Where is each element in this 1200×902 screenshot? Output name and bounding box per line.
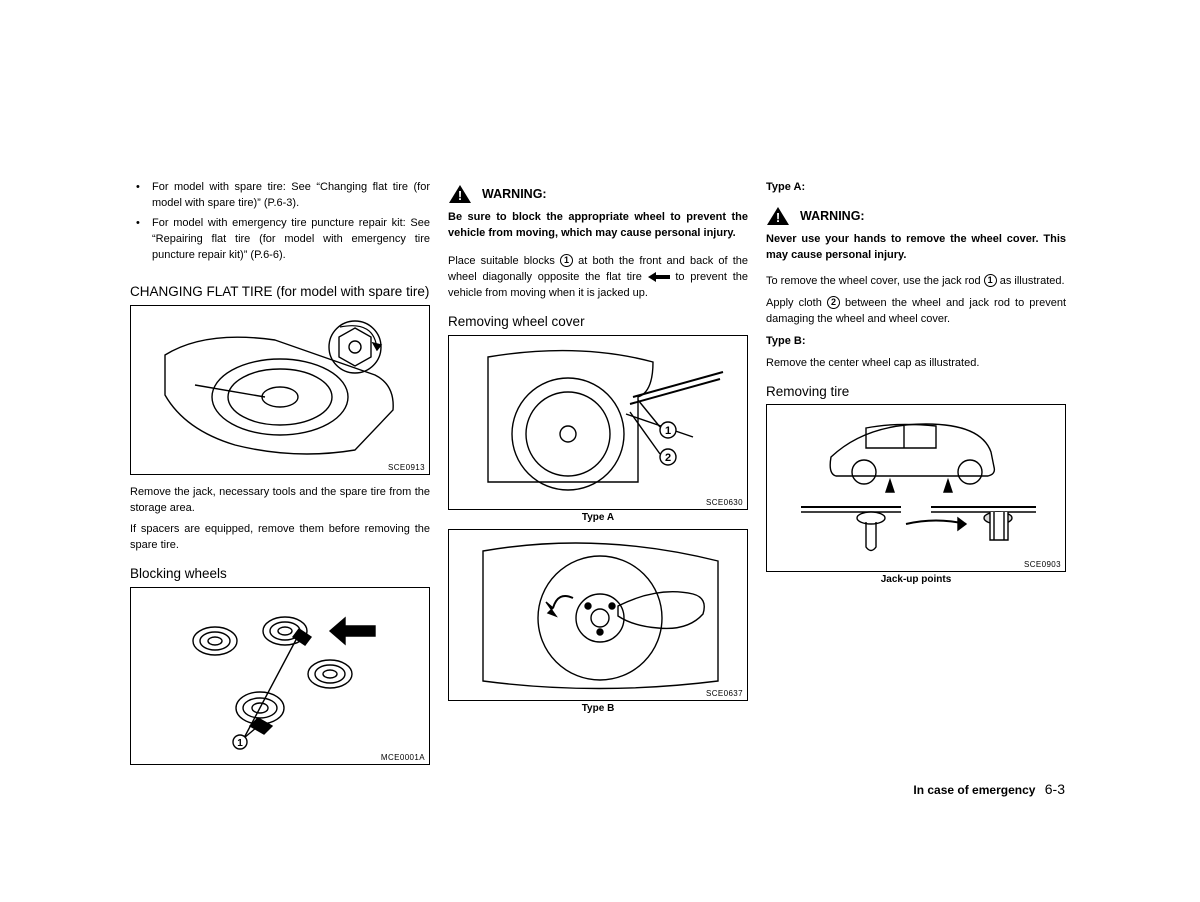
- sub-blocking-wheels: Blocking wheels: [130, 566, 430, 583]
- column-2: ! WARNING: Be sure to block the appropri…: [448, 180, 748, 765]
- warning-body: Never use your hands to remove the wheel…: [766, 232, 1066, 264]
- para-apply-cloth: Apply cloth 2 between the wheel and jack…: [766, 296, 1066, 328]
- blocking-wheels-illustration: 1: [145, 596, 415, 756]
- label-type-a: Type A:: [766, 180, 1066, 196]
- page-content: For model with spare tire: See “Changing…: [130, 180, 1070, 765]
- bullet-2: For model with emergency tire puncture r…: [130, 216, 430, 264]
- type-b-illustration: [458, 536, 738, 694]
- svg-text:!: !: [458, 188, 462, 203]
- spare-tire-illustration: [145, 315, 415, 465]
- svg-text:1: 1: [665, 425, 671, 437]
- warning-block: ! WARNING:: [766, 206, 1066, 226]
- circled-1: 1: [560, 254, 573, 267]
- warning-body: Be sure to block the appropriate wheel t…: [448, 210, 748, 242]
- circled-1: 1: [984, 274, 997, 287]
- warning-block: ! WARNING:: [448, 184, 748, 204]
- circled-2: 2: [827, 296, 840, 309]
- section-heading: CHANGING FLAT TIRE (for model with spare…: [130, 284, 430, 301]
- warning-icon: !: [448, 184, 472, 204]
- figure-code: SCE0637: [706, 689, 743, 698]
- warning-label: WARNING:: [800, 209, 865, 223]
- figure-code: SCE0913: [388, 463, 425, 472]
- type-a-illustration: 1 2: [458, 342, 738, 502]
- figure-code: SCE0630: [706, 498, 743, 507]
- para-remove-jack: Remove the jack, necessary tools and the…: [130, 485, 430, 517]
- column-1: For model with spare tire: See “Changing…: [130, 180, 430, 765]
- para-place-blocks: Place suitable blocks 1 at both the fron…: [448, 254, 748, 302]
- column-3: Type A: ! WARNING: Never use your hands …: [766, 180, 1066, 765]
- figure-type-b: SCE0637: [448, 529, 748, 701]
- figure-code: SCE0903: [1024, 560, 1061, 569]
- bullet-1: For model with spare tire: See “Changing…: [130, 180, 430, 212]
- footer-page: 6-3: [1045, 781, 1065, 797]
- page-footer: In case of emergency 6-3: [913, 781, 1065, 797]
- caption-type-b: Type B: [448, 703, 748, 714]
- caption-type-a: Type A: [448, 512, 748, 523]
- intro-bullets: For model with spare tire: See “Changing…: [130, 180, 430, 268]
- caption-jackup: Jack-up points: [766, 574, 1066, 585]
- para-spacers: If spacers are equipped, remove them bef…: [130, 522, 430, 554]
- warning-label: WARNING:: [482, 187, 547, 201]
- svg-text:1: 1: [237, 738, 243, 749]
- para-jack-rod: To remove the wheel cover, use the jack …: [766, 274, 1066, 290]
- figure-spare-tire: SCE0913: [130, 305, 430, 475]
- jackup-illustration: [776, 412, 1056, 564]
- sub-removing-tire: Removing tire: [766, 384, 1066, 401]
- svg-text:!: !: [776, 210, 780, 225]
- figure-code: MCE0001A: [381, 753, 425, 762]
- sub-removing-cover: Removing wheel cover: [448, 314, 748, 331]
- figure-type-a: 1 2 SCE0630: [448, 335, 748, 510]
- footer-section: In case of emergency: [913, 783, 1035, 797]
- label-type-b: Type B:: [766, 334, 1066, 350]
- svg-text:2: 2: [665, 452, 671, 464]
- arrow-left-icon: [648, 270, 670, 286]
- warning-icon: !: [766, 206, 790, 226]
- figure-blocking-wheels: 1 MCE0001A: [130, 587, 430, 765]
- para-center-cap: Remove the center wheel cap as illustrat…: [766, 356, 1066, 372]
- figure-jackup: SCE0903: [766, 404, 1066, 572]
